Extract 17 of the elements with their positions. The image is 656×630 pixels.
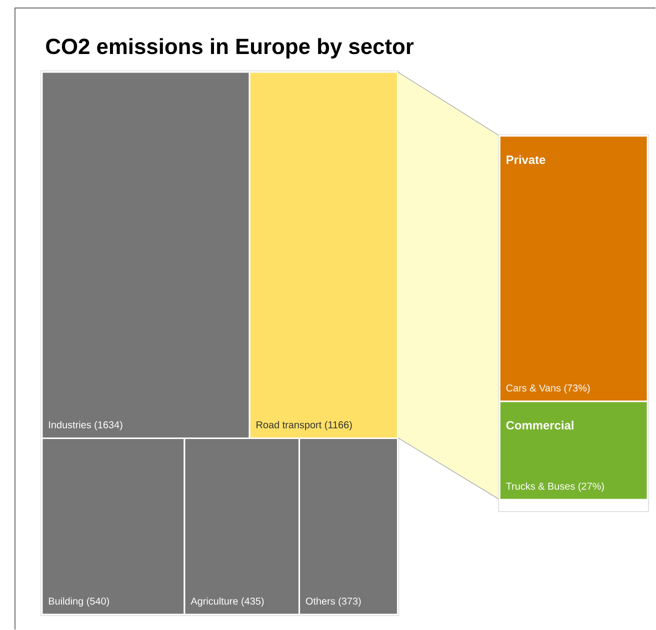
data-label: (1166) <box>325 421 352 430</box>
category-label: Trucks & Buses <box>506 482 575 490</box>
text: CO2 emissions in Europe by sector <box>46 38 414 59</box>
category-label: Others <box>306 597 335 605</box>
category-label: Building <box>48 597 83 607</box>
data-label: (1634) <box>94 421 122 430</box>
category-label: Agriculture <box>190 597 238 607</box>
category-label: Industries <box>49 421 91 428</box>
data-label: (73%) <box>564 384 590 394</box>
data-label: (540) <box>86 597 109 607</box>
text: Commercial <box>506 420 574 430</box>
category-label: Road transport <box>256 421 322 430</box>
data-label: (435) <box>242 597 264 607</box>
data-label: (373) <box>338 597 361 607</box>
text: Private <box>506 155 546 164</box>
data-label: (27%) <box>578 482 604 492</box>
category-label: Cars & Vans <box>506 384 561 392</box>
